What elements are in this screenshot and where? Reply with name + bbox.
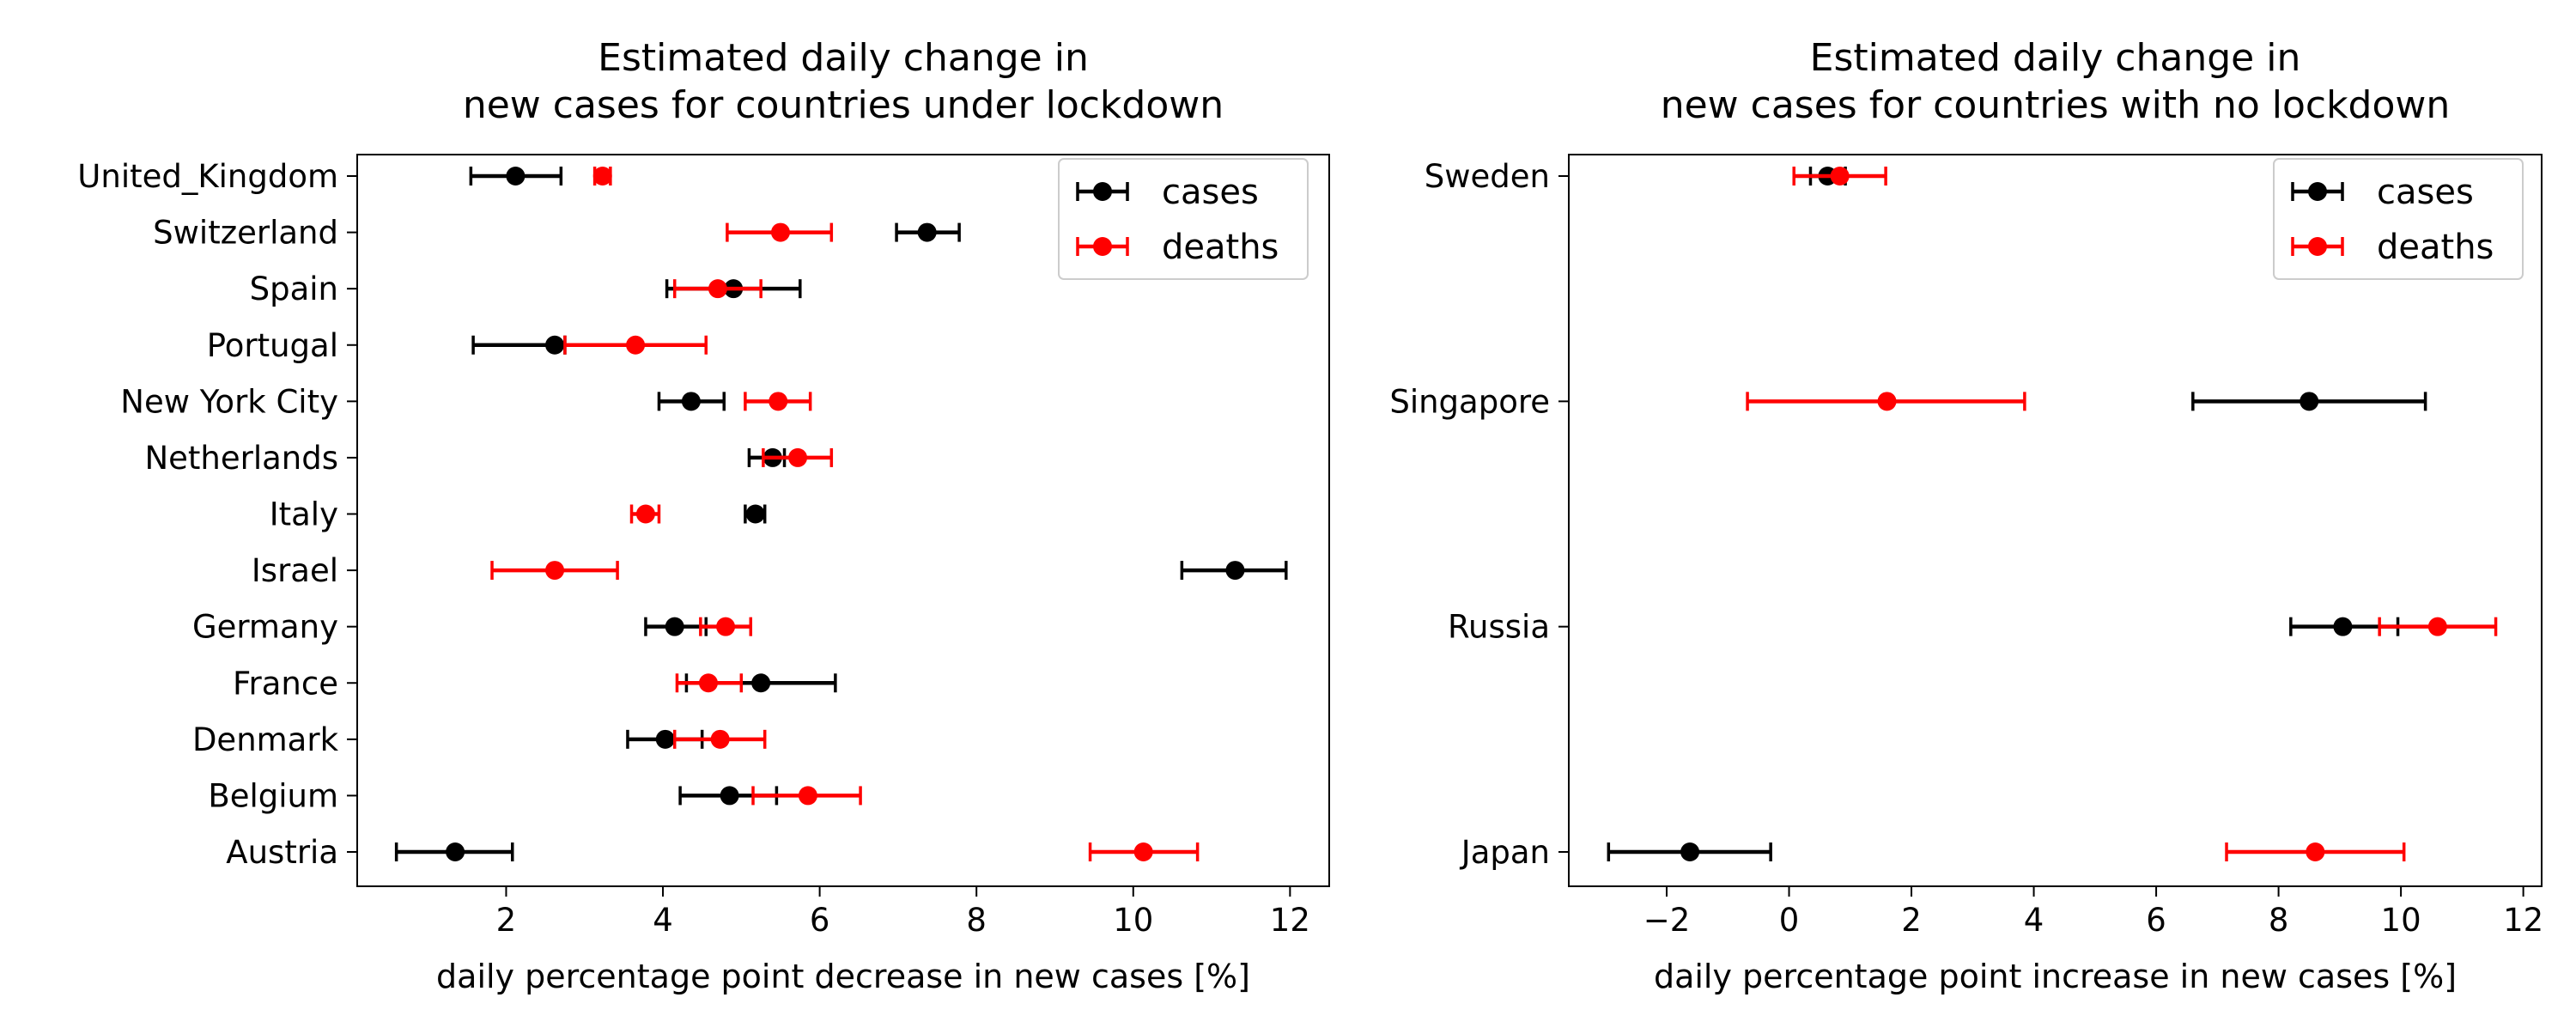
- data-point-deaths: [1877, 392, 1897, 411]
- y-tick-label: Netherlands: [144, 440, 338, 477]
- data-point-deaths: [545, 561, 565, 581]
- data-point-deaths: [708, 279, 727, 299]
- y-tick-label: Portugal: [207, 327, 338, 364]
- data-point-cases: [745, 504, 765, 524]
- legend-entry-cases: cases: [1162, 173, 1259, 212]
- data-point-cases: [506, 167, 526, 186]
- data-point-deaths: [788, 447, 808, 467]
- x-tick-label: 2: [496, 902, 517, 939]
- data-point-deaths: [1133, 842, 1153, 861]
- x-tick-label: 2: [1901, 902, 1922, 939]
- data-point-cases: [917, 222, 937, 242]
- x-tick-label: 12: [1270, 902, 1310, 939]
- legend-swatch-marker: [1093, 182, 1112, 201]
- x-tick-label: 10: [1113, 902, 1153, 939]
- x-tick-label: 4: [653, 902, 673, 939]
- y-tick-label: Spain: [250, 271, 338, 307]
- y-tick-label: Austria: [226, 834, 338, 871]
- x-axis-label: daily percentage point decrease in new c…: [436, 958, 1250, 995]
- data-point-cases: [2300, 392, 2319, 411]
- x-tick-label: 6: [2146, 902, 2166, 939]
- legend-box: [1058, 158, 1309, 280]
- x-tick-label: 0: [1779, 902, 1800, 939]
- data-point-cases: [681, 392, 701, 411]
- legend-entry-deaths: deaths: [1162, 228, 1279, 267]
- data-point-cases: [751, 673, 771, 693]
- y-tick-label: Switzerland: [153, 215, 338, 252]
- x-tick-label: 6: [810, 902, 830, 939]
- x-tick-label: 4: [2024, 902, 2044, 939]
- chart-title-line-1: Estimated daily change in: [1810, 36, 2301, 80]
- x-tick-label: 8: [2269, 902, 2289, 939]
- y-tick-label: Denmark: [192, 721, 339, 758]
- x-tick-label: −2: [1643, 902, 1691, 939]
- y-tick-label: United_Kingdom: [77, 158, 338, 195]
- legend: cases deaths: [2273, 158, 2524, 280]
- data-point-cases: [720, 786, 739, 806]
- y-tick-label: Japan: [1460, 834, 1550, 871]
- legend-swatch-marker: [2308, 182, 2327, 201]
- data-point-deaths: [770, 222, 790, 242]
- plot-frame: [356, 154, 1330, 887]
- y-tick-label: Russia: [1448, 609, 1550, 646]
- y-tick-label: Germany: [192, 609, 338, 646]
- legend: cases deaths: [1058, 158, 1309, 280]
- legend-swatch-marker: [2308, 237, 2327, 256]
- chart-title-line-2: new cases for countries with no lockdown: [1661, 83, 2451, 127]
- data-point-deaths: [2306, 842, 2325, 861]
- chart-title-line-1: Estimated daily change in: [598, 36, 1089, 80]
- y-tick-label: Singapore: [1389, 383, 1550, 420]
- data-point-deaths: [769, 392, 788, 411]
- data-point-deaths: [635, 504, 655, 524]
- data-point-cases: [545, 335, 565, 355]
- legend-box: [2273, 158, 2524, 280]
- data-point-deaths: [698, 673, 718, 693]
- legend-entry-cases: cases: [2377, 173, 2474, 212]
- x-tick-label: 10: [2381, 902, 2421, 939]
- legend-entry-deaths: deaths: [2377, 228, 2494, 267]
- data-point-deaths: [716, 617, 736, 636]
- data-point-cases: [1680, 842, 1700, 861]
- data-point-cases: [655, 729, 675, 749]
- data-point-deaths: [798, 786, 817, 806]
- x-tick-label: 8: [966, 902, 987, 939]
- data-point-cases: [665, 617, 684, 636]
- data-point-cases: [2333, 617, 2353, 636]
- x-axis-label: daily percentage point increase in new c…: [1654, 958, 2457, 995]
- data-point-deaths: [2427, 617, 2447, 636]
- legend-swatch-marker: [1093, 237, 1112, 256]
- data-point-deaths: [710, 729, 730, 749]
- data-point-deaths: [592, 167, 612, 186]
- y-tick-label: Sweden: [1425, 158, 1550, 195]
- chart-title-line-2: new cases for countries under lockdown: [463, 83, 1224, 127]
- plot-frame: [1568, 154, 2543, 887]
- data-point-deaths: [626, 335, 646, 355]
- y-tick-label: France: [233, 665, 338, 702]
- data-point-cases: [1225, 561, 1245, 581]
- y-tick-label: New York City: [120, 383, 338, 420]
- data-point-deaths: [1830, 167, 1850, 186]
- y-tick-label: Italy: [270, 496, 338, 533]
- data-point-cases: [446, 842, 465, 861]
- y-tick-label: Israel: [252, 552, 338, 589]
- x-tick-label: 12: [2503, 902, 2543, 939]
- y-tick-label: Belgium: [208, 777, 338, 814]
